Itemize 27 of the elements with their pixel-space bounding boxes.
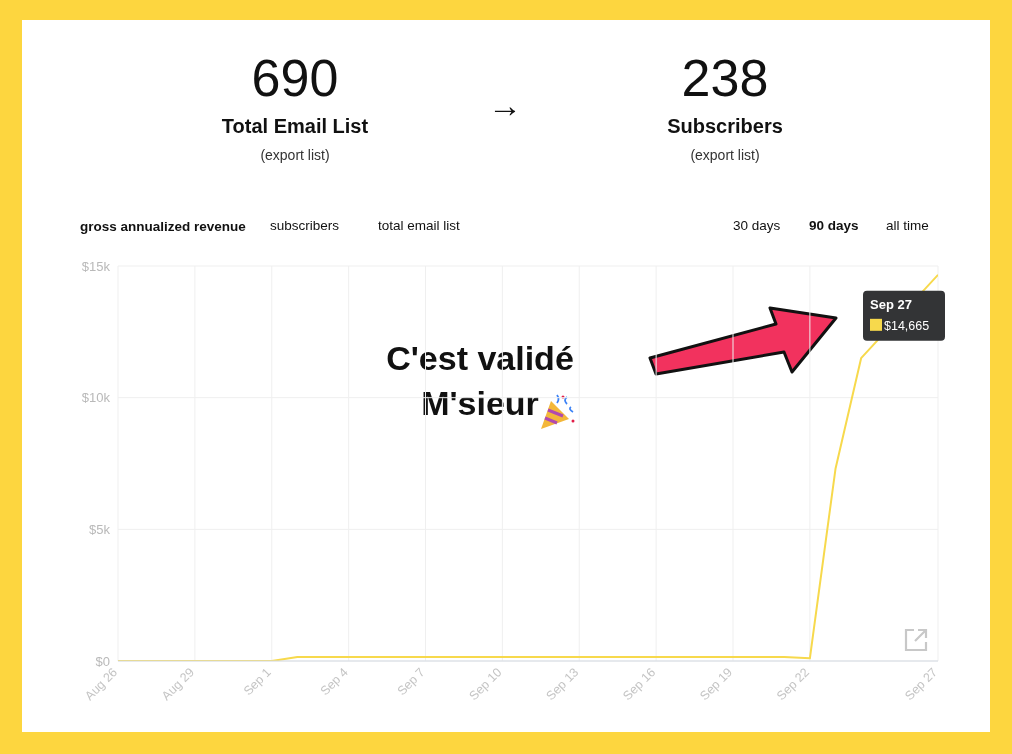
- y-tick-label: $5k: [89, 521, 111, 537]
- text: →: [487, 86, 523, 124]
- x-tick-label: Sep 1: [240, 665, 274, 699]
- x-tick-label: Sep 13: [543, 665, 582, 704]
- x-tick-label: Sep 10: [466, 665, 505, 704]
- x-tick-label: Sep 16: [620, 665, 659, 704]
- x-tick-label: Sep 4: [317, 665, 351, 699]
- text: (export list): [689, 147, 761, 163]
- x-tick-label: Sep 27: [902, 665, 941, 704]
- text: all time: [886, 218, 930, 233]
- text: 30 days: [733, 218, 782, 233]
- text: 238: [680, 49, 770, 107]
- y-tick-label: $10k: [81, 390, 111, 406]
- annotation: C'est validé M'sieur: [385, 338, 575, 424]
- text: Subscribers: [666, 115, 784, 137]
- x-tick-label: Sep 19: [697, 665, 736, 704]
- text: subscribers: [270, 218, 341, 233]
- annotation: Sep 27 $14,665: [870, 296, 930, 333]
- text: (export list): [259, 147, 331, 163]
- text: Total Email List: [220, 115, 370, 137]
- text: 90 days: [809, 218, 860, 233]
- y-tick-label: $15k: [81, 258, 111, 274]
- text: total email list: [378, 218, 461, 233]
- x-tick-label: Sep 22: [774, 665, 813, 704]
- text: 690: [250, 49, 340, 107]
- chart-title: gross annualized revenue: [80, 219, 246, 234]
- x-tick-label: Aug 29: [159, 665, 198, 704]
